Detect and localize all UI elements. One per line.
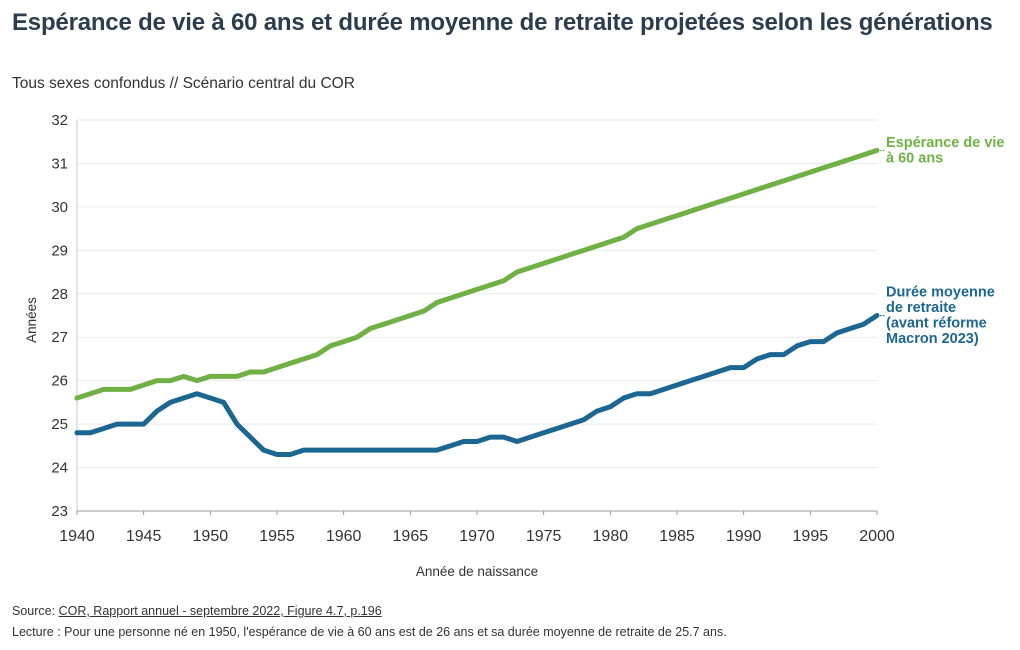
series-label: Durée moyenne de retraite (avant réforme Ma… (886, 285, 995, 348)
x-tick-label: 1940 (59, 528, 95, 545)
series-label-line: (avant réforme (886, 316, 987, 332)
y-tick-label: 31 (51, 155, 68, 172)
x-tick-label: 1960 (326, 528, 362, 545)
y-tick-label: 30 (51, 199, 68, 216)
x-tick-label: 1970 (459, 528, 495, 545)
y-tick-label: 28 (51, 286, 68, 303)
x-tick-label: 1980 (593, 528, 629, 545)
x-tick-label: 1990 (726, 528, 762, 545)
source-line: Source: COR, Rapport annuel - septembre … (12, 604, 382, 618)
y-tick-label: 23 (51, 503, 68, 520)
x-tick-label: 1950 (193, 528, 229, 545)
source-link[interactable]: COR, Rapport annuel - septembre 2022, Fi… (58, 604, 382, 618)
series-label-line: Macron 2023) (886, 331, 979, 347)
series-label-line: Espérance de vie (886, 135, 1005, 151)
y-tick-label: 26 (51, 373, 68, 390)
series-label-line: de retraite (886, 300, 956, 316)
series-label: Espérance de vie à 60 ans (886, 135, 1005, 167)
chart-title: Espérance de vie à 60 ans et durée moyen… (12, 9, 993, 36)
x-tick-label: 1995 (793, 528, 829, 545)
reading-note: Lecture : Pour une personne né en 1950, … (12, 625, 727, 639)
source-prefix: Source: (12, 604, 59, 618)
series-label-line: Durée moyenne (886, 285, 995, 301)
x-axis-title: Année de naissance (416, 564, 538, 579)
series-line (74, 313, 880, 458)
y-axis-title: Années (24, 297, 39, 343)
x-tick-label: 1955 (259, 528, 295, 545)
series-label-line: à 60 ans (886, 151, 943, 167)
y-tick-label: 25 (51, 416, 68, 433)
y-tick-label: 32 (51, 112, 68, 129)
x-tick-label: 1985 (659, 528, 695, 545)
y-tick-label: 29 (51, 242, 68, 259)
y-tick-label: 24 (51, 460, 68, 477)
x-tick-label: 1965 (393, 528, 429, 545)
y-tick-label: 27 (51, 329, 68, 346)
x-tick-label: 2000 (859, 528, 895, 545)
series-line (74, 147, 880, 401)
x-tick-label: 1975 (526, 528, 562, 545)
chart-subtitle: Tous sexes confondus // Scénario central… (12, 75, 355, 92)
x-tick-label: 1945 (126, 528, 162, 545)
